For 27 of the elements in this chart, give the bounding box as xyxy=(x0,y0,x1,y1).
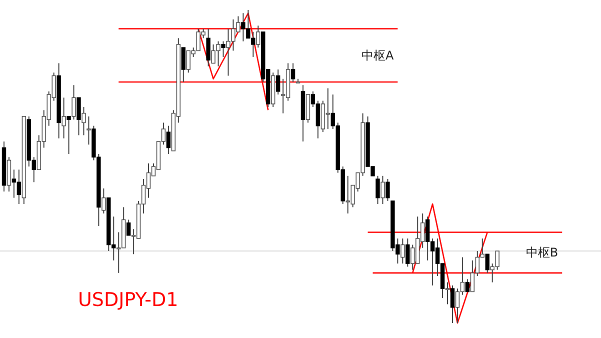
candlestick xyxy=(465,278,470,292)
candlestick xyxy=(166,125,171,154)
candlestick xyxy=(445,282,450,305)
candlestick xyxy=(126,219,131,236)
text: USDJPY-D1 xyxy=(78,289,178,311)
candlestick xyxy=(76,97,81,136)
annotation: 中枢A xyxy=(361,48,394,62)
candlestick xyxy=(72,84,76,120)
candlestick xyxy=(450,284,455,324)
candlestick xyxy=(66,116,71,154)
candlestick xyxy=(406,238,410,268)
candlestick xyxy=(221,40,226,58)
candlestick xyxy=(290,62,296,82)
candlestick xyxy=(102,188,106,214)
annotation: 中枢B xyxy=(526,246,558,260)
candlestick xyxy=(380,175,385,205)
candlestick xyxy=(400,238,405,264)
candlestick xyxy=(256,25,260,48)
candlestick xyxy=(181,47,186,82)
candlestick xyxy=(82,106,86,136)
candlestick xyxy=(62,97,66,139)
candlestick xyxy=(386,178,390,202)
candlestick xyxy=(376,175,380,205)
candlestick xyxy=(206,28,210,67)
candlestick xyxy=(485,254,490,274)
candlestick xyxy=(276,68,280,96)
candlestick xyxy=(86,116,91,146)
